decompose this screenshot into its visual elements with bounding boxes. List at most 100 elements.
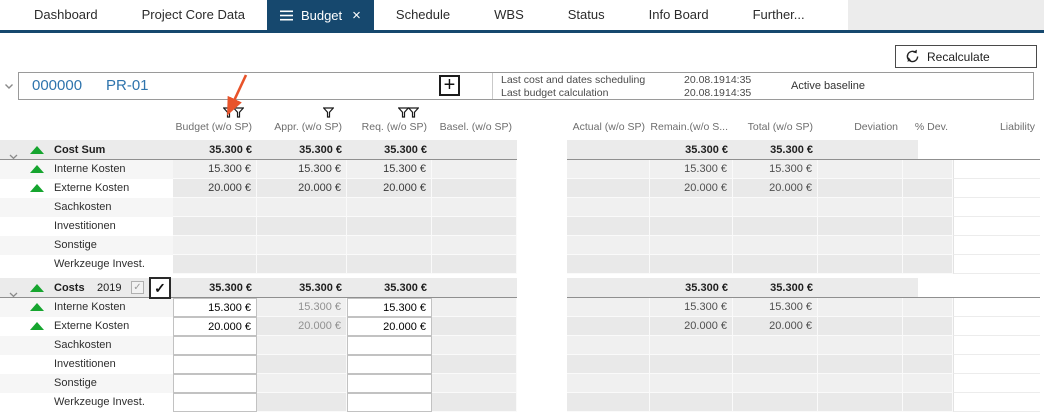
project-collapse-chevron-icon[interactable] <box>4 83 14 90</box>
project-code[interactable]: PR-01 <box>106 77 149 94</box>
group-total-req[interactable]: 35.300 € <box>384 144 427 156</box>
cell-actual[interactable] <box>567 374 650 393</box>
project-id[interactable]: 000000 <box>32 77 83 94</box>
cell-req[interactable]: 15.300 € <box>347 160 432 179</box>
group-checkbox-disabled[interactable]: ✓ <box>131 281 144 294</box>
cell-deviation[interactable] <box>818 198 903 217</box>
cell-appr[interactable] <box>257 336 347 355</box>
cell-deviation[interactable] <box>818 355 903 374</box>
cell-liability[interactable] <box>953 255 1040 274</box>
cell-remain[interactable] <box>650 236 733 255</box>
cell-req[interactable] <box>347 255 432 274</box>
cell-total[interactable] <box>733 217 818 236</box>
cell-actual[interactable] <box>567 317 650 336</box>
cell-budget[interactable] <box>173 355 257 374</box>
column-header-remain[interactable]: Remain.(w/o S... <box>650 121 728 133</box>
row-label-cell[interactable]: Sachkosten <box>0 336 173 355</box>
cell-deviation[interactable] <box>818 179 903 198</box>
cell-actual[interactable] <box>567 298 650 317</box>
cell-actual[interactable] <box>567 198 650 217</box>
tab-wbs[interactable]: WBS <box>494 7 524 22</box>
cell-budget[interactable] <box>173 374 257 393</box>
cell-liability[interactable] <box>953 374 1040 393</box>
tab-schedule[interactable]: Schedule <box>395 7 451 22</box>
cell-req[interactable] <box>347 217 432 236</box>
cell-total[interactable] <box>733 255 818 274</box>
cell-budget[interactable] <box>173 336 257 355</box>
cell-total[interactable]: 15.300 € <box>733 298 818 317</box>
cell-liability[interactable] <box>953 336 1040 355</box>
row-label-cell[interactable]: Sachkosten <box>0 198 173 217</box>
filter-funnel-icons-req[interactable] <box>398 107 419 119</box>
cell-remain[interactable] <box>650 198 733 217</box>
cell-basel[interactable] <box>432 255 517 274</box>
cell-appr[interactable] <box>257 236 347 255</box>
cell-liability[interactable] <box>953 179 1040 198</box>
cell-budget[interactable] <box>173 393 257 412</box>
cell-total[interactable]: 20.000 € <box>733 179 818 198</box>
column-header-appr[interactable]: Appr. (w/o SP) <box>274 121 342 133</box>
cell-deviation[interactable] <box>818 317 903 336</box>
cell-req[interactable] <box>347 355 432 374</box>
cell-basel[interactable] <box>432 393 517 412</box>
cell-remain[interactable] <box>650 255 733 274</box>
cell-pdev[interactable] <box>903 393 953 412</box>
tab-info-board[interactable]: Info Board <box>648 7 709 22</box>
add-button[interactable]: + <box>439 75 460 96</box>
column-header-total[interactable]: Total (w/o SP) <box>747 121 813 133</box>
cell-total[interactable] <box>733 393 818 412</box>
cell-actual[interactable] <box>567 255 650 274</box>
tab-budget[interactable]: Budget × <box>266 0 374 30</box>
cell-liability[interactable] <box>953 198 1040 217</box>
cell-total[interactable] <box>733 236 818 255</box>
cell-appr[interactable]: 15.300 € <box>257 298 347 317</box>
row-label-cell[interactable]: Investitionen <box>0 217 173 236</box>
cell-total[interactable] <box>733 355 818 374</box>
cell-pdev[interactable] <box>903 217 953 236</box>
cell-total[interactable] <box>733 336 818 355</box>
cell-remain[interactable]: 20.000 € <box>650 179 733 198</box>
cell-liability[interactable] <box>953 160 1040 179</box>
cell-appr[interactable]: 20.000 € <box>257 179 347 198</box>
cell-basel[interactable] <box>432 336 517 355</box>
cell-basel[interactable] <box>432 374 517 393</box>
row-label-cell[interactable]: Interne Kosten <box>0 160 173 179</box>
cell-pdev[interactable] <box>903 355 953 374</box>
cell-pdev[interactable] <box>903 160 953 179</box>
cell-basel[interactable] <box>432 355 517 374</box>
row-label-cell[interactable]: Werkzeuge Invest. <box>0 393 173 412</box>
column-header-budget[interactable]: Budget (w/o SP) <box>175 121 252 133</box>
cell-total[interactable] <box>733 198 818 217</box>
cell-budget[interactable]: 15.300 € <box>173 298 257 317</box>
cell-pdev[interactable] <box>903 374 953 393</box>
cell-req[interactable] <box>347 236 432 255</box>
row-label-cell[interactable]: Sonstige <box>0 236 173 255</box>
cell-deviation[interactable] <box>818 374 903 393</box>
group-total-budget[interactable]: 35.300 € <box>209 144 252 156</box>
cell-appr[interactable] <box>257 255 347 274</box>
cell-pdev[interactable] <box>903 179 953 198</box>
cell-actual[interactable] <box>567 160 650 179</box>
column-header-req[interactable]: Req. (w/o SP) <box>361 121 427 133</box>
cell-pdev[interactable] <box>903 236 953 255</box>
cell-liability[interactable] <box>953 355 1040 374</box>
cell-remain[interactable]: 15.300 € <box>650 160 733 179</box>
cell-pdev[interactable] <box>903 255 953 274</box>
cell-basel[interactable] <box>432 198 517 217</box>
row-label-cell[interactable]: Externe Kosten <box>0 317 173 336</box>
cell-appr[interactable] <box>257 355 347 374</box>
cell-liability[interactable] <box>953 298 1040 317</box>
cell-total[interactable]: 15.300 € <box>733 160 818 179</box>
group-total-budget[interactable]: 35.300 € <box>209 282 252 294</box>
cell-budget[interactable]: 20.000 € <box>173 317 257 336</box>
cell-total[interactable] <box>733 374 818 393</box>
cell-actual[interactable] <box>567 179 650 198</box>
cell-liability[interactable] <box>953 393 1040 412</box>
cell-budget[interactable]: 15.300 € <box>173 160 257 179</box>
group-collapse-chevron-icon[interactable] <box>9 285 18 303</box>
cell-remain[interactable]: 20.000 € <box>650 317 733 336</box>
cell-basel[interactable] <box>432 179 517 198</box>
row-label-cell[interactable]: Sonstige <box>0 374 173 393</box>
cell-pdev[interactable] <box>903 317 953 336</box>
cell-remain[interactable] <box>650 393 733 412</box>
